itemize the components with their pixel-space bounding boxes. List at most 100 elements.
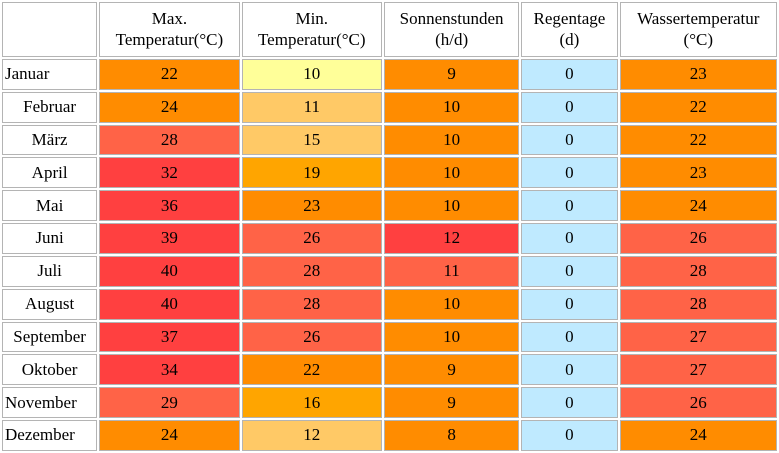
water-temp-cell: 26 [619, 387, 777, 419]
table-row: Januar 22 10 9 0 23 [2, 59, 777, 90]
max-temp-cell: 24 [99, 420, 240, 451]
max-temp-cell: 34 [99, 354, 240, 386]
rain-days-cell: 0 [521, 91, 618, 123]
min-temp-cell: 28 [241, 255, 382, 287]
sunshine-cell: 10 [383, 190, 520, 222]
header-max-temp-line2: Temperatur(°C) [115, 29, 224, 49]
min-temp-cell: 11 [241, 91, 382, 123]
max-temp-cell: 39 [99, 223, 240, 254]
table-row: März 28 15 10 0 22 [2, 124, 777, 156]
water-temp-cell: 23 [619, 157, 777, 189]
min-temp-cell: 28 [241, 288, 382, 320]
rain-days-cell: 0 [521, 321, 618, 353]
header-min-temp: Min. Temperatur(°C) [241, 2, 382, 57]
rain-days-cell: 0 [521, 354, 618, 386]
header-rain-days: Regentage (d) [521, 2, 618, 57]
table-row: Juli 40 28 11 0 28 [2, 255, 777, 287]
header-rain-days-line1: Regentage [533, 9, 606, 29]
rain-days-cell: 0 [521, 223, 618, 254]
month-cell: Dezember [2, 420, 98, 451]
min-temp-cell: 26 [241, 321, 382, 353]
table-row: September 37 26 10 0 27 [2, 321, 777, 353]
header-water-temp: Wassertemperatur (°C) [619, 2, 777, 57]
header-sunshine: Sonnenstunden (h/d) [383, 2, 520, 57]
min-temp-cell: 19 [241, 157, 382, 189]
month-cell: April [2, 157, 98, 189]
table-row: April 32 19 10 0 23 [2, 157, 777, 189]
max-temp-cell: 36 [99, 190, 240, 222]
water-temp-cell: 28 [619, 288, 777, 320]
header-month [2, 2, 98, 57]
water-temp-cell: 27 [619, 354, 777, 386]
rain-days-cell: 0 [521, 420, 618, 451]
table-row: Februar 24 11 10 0 22 [2, 91, 777, 123]
max-temp-cell: 40 [99, 255, 240, 287]
sunshine-cell: 11 [383, 255, 520, 287]
sunshine-cell: 10 [383, 124, 520, 156]
table-row: Mai 36 23 10 0 24 [2, 190, 777, 222]
min-temp-cell: 22 [241, 354, 382, 386]
month-cell: September [2, 321, 98, 353]
header-water-temp-line2: (°C) [683, 29, 713, 49]
month-cell: Mai [2, 190, 98, 222]
sunshine-cell: 10 [383, 157, 520, 189]
min-temp-cell: 15 [241, 124, 382, 156]
max-temp-cell: 40 [99, 288, 240, 320]
month-cell: Oktober [2, 354, 98, 386]
sunshine-cell: 9 [383, 387, 520, 419]
max-temp-cell: 28 [99, 124, 240, 156]
water-temp-cell: 27 [619, 321, 777, 353]
max-temp-cell: 22 [99, 59, 240, 90]
table-row: Dezember 24 12 8 0 24 [2, 420, 777, 451]
rain-days-cell: 0 [521, 190, 618, 222]
sunshine-cell: 9 [383, 59, 520, 90]
max-temp-cell: 32 [99, 157, 240, 189]
rain-days-cell: 0 [521, 157, 618, 189]
water-temp-cell: 22 [619, 91, 777, 123]
water-temp-cell: 23 [619, 59, 777, 90]
min-temp-cell: 23 [241, 190, 382, 222]
header-rain-days-line2: (d) [559, 29, 580, 49]
header-min-temp-line2: Temperatur(°C) [257, 29, 366, 49]
rain-days-cell: 0 [521, 124, 618, 156]
water-temp-cell: 26 [619, 223, 777, 254]
min-temp-cell: 10 [241, 59, 382, 90]
min-temp-cell: 16 [241, 387, 382, 419]
header-sunshine-line2: (h/d) [435, 29, 469, 49]
header-row: Max. Temperatur(°C) Min. Temperatur(°C) … [2, 2, 777, 57]
rain-days-cell: 0 [521, 288, 618, 320]
table-row: Oktober 34 22 9 0 27 [2, 354, 777, 386]
sunshine-cell: 8 [383, 420, 520, 451]
month-cell: März [2, 124, 98, 156]
month-cell: August [2, 288, 98, 320]
month-cell: Januar [2, 59, 98, 90]
table-row: November 29 16 9 0 26 [2, 387, 777, 419]
min-temp-cell: 26 [241, 223, 382, 254]
month-cell: Februar [2, 91, 98, 123]
min-temp-cell: 12 [241, 420, 382, 451]
sunshine-cell: 10 [383, 91, 520, 123]
month-cell: Juli [2, 255, 98, 287]
water-temp-cell: 22 [619, 124, 777, 156]
table-row: Juni 39 26 12 0 26 [2, 223, 777, 254]
max-temp-cell: 24 [99, 91, 240, 123]
header-max-temp-line1: Max. [151, 9, 188, 29]
water-temp-cell: 28 [619, 255, 777, 287]
water-temp-cell: 24 [619, 420, 777, 451]
water-temp-cell: 24 [619, 190, 777, 222]
max-temp-cell: 37 [99, 321, 240, 353]
header-sunshine-line1: Sonnenstunden [399, 9, 504, 29]
header-max-temp: Max. Temperatur(°C) [99, 2, 240, 57]
rain-days-cell: 0 [521, 387, 618, 419]
sunshine-cell: 10 [383, 288, 520, 320]
header-min-temp-line1: Min. [295, 9, 329, 29]
sunshine-cell: 12 [383, 223, 520, 254]
month-cell: Juni [2, 223, 98, 254]
header-water-temp-line1: Wassertemperatur [637, 9, 760, 29]
rain-days-cell: 0 [521, 255, 618, 287]
climate-body: Januar 22 10 9 0 23 Februar 24 11 10 0 22 März 28 15 10… [2, 59, 777, 451]
month-cell: November [2, 387, 98, 419]
max-temp-cell: 29 [99, 387, 240, 419]
sunshine-cell: 10 [383, 321, 520, 353]
